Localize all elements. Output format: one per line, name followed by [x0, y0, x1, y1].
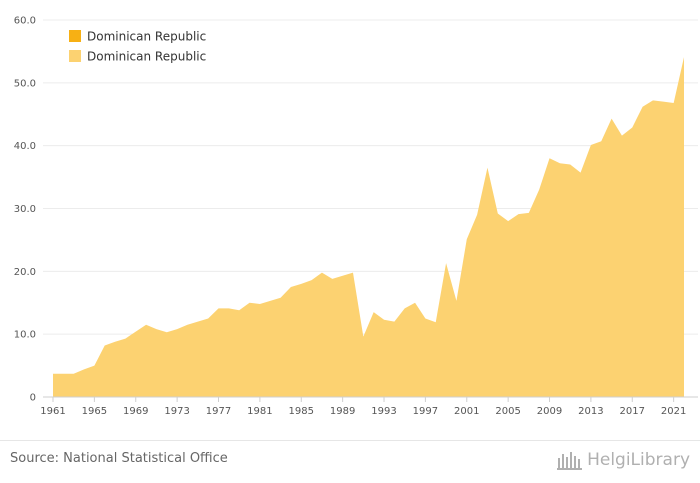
y-tick-label: 50.0: [14, 78, 36, 89]
x-tick-label: 1997: [413, 406, 438, 417]
y-tick-label: 0: [30, 393, 36, 404]
x-tick-label: 1969: [123, 406, 148, 417]
series-area: [53, 57, 684, 398]
y-tick-label: 60.0: [14, 16, 36, 27]
x-tick-label: 1985: [289, 406, 314, 417]
x-tick-label: 1965: [82, 406, 107, 417]
y-axis: 0 10.0 20.0 30.0 40.0 50.0 60.0: [14, 16, 36, 404]
x-tick-label: 2005: [495, 406, 520, 417]
y-tick-label: 20.0: [14, 267, 36, 278]
x-tick-label: 1993: [371, 406, 396, 417]
x-tick-label: 1961: [40, 406, 65, 417]
y-tick-label: 40.0: [14, 141, 36, 152]
library-icon: [557, 452, 583, 470]
x-tick-label: 2013: [578, 406, 603, 417]
legend-label: Dominican Republic: [87, 30, 206, 44]
legend-item[interactable]: Dominican Republic: [69, 30, 206, 44]
x-tick-label: 1981: [247, 406, 272, 417]
x-tick-label: 1973: [164, 406, 189, 417]
area-chart: 010.020.030.040.050.060.0 1961 1965 1969 19…: [14, 16, 698, 417]
brand-name: HelgiLibrary: [587, 450, 690, 470]
legend-swatch: [69, 30, 81, 42]
x-tick-label: 2009: [537, 406, 562, 417]
x-tick-label: 2021: [661, 406, 686, 417]
area-series-dominican-republic: [53, 57, 684, 398]
legend-label: Dominican Republic: [87, 50, 206, 64]
chart-footer: Source: National Statistical Office Helg…: [0, 440, 700, 483]
legend-item[interactable]: Dominican Republic: [69, 50, 206, 64]
x-tick-label: 2001: [454, 406, 479, 417]
brand-logo[interactable]: HelgiLibrary: [557, 447, 690, 473]
legend-swatch: [69, 50, 81, 62]
source-note: Source: National Statistical Office: [10, 451, 228, 466]
x-axis: 1961 1965 1969 1973 1977 1981 1985 1989 1993 1997…: [40, 396, 698, 417]
x-tick-label: 1977: [206, 406, 231, 417]
y-tick-label: 30.0: [14, 204, 36, 215]
x-tick-label: 2017: [620, 406, 645, 417]
y-tick-label: 10.0: [14, 330, 36, 341]
legend[interactable]: Dominican Republic Dominican Republic: [69, 30, 206, 64]
x-tick-label: 1989: [330, 406, 355, 417]
